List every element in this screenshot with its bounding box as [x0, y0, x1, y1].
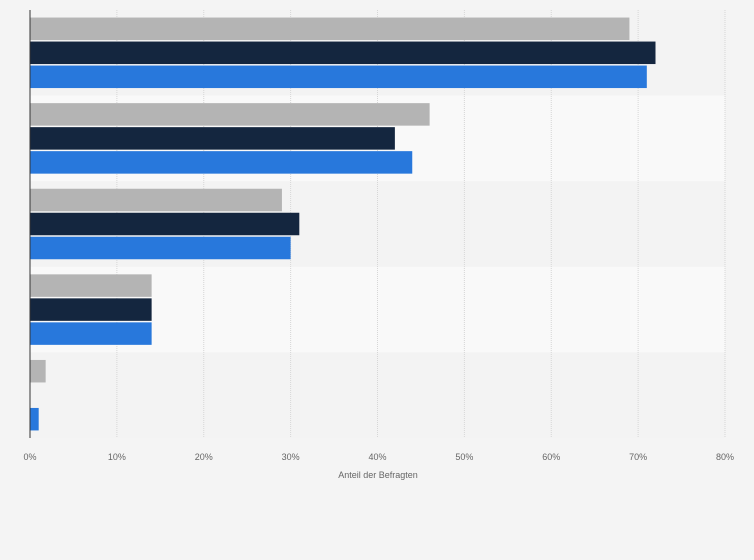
x-tick-label: 70% — [629, 452, 647, 462]
bar — [30, 212, 300, 236]
bar — [30, 236, 291, 260]
x-tick-label: 60% — [542, 452, 560, 462]
x-tick-label: 50% — [455, 452, 473, 462]
bar — [30, 65, 647, 89]
bar — [30, 188, 282, 212]
bar — [30, 103, 430, 126]
x-tick-label: 20% — [195, 452, 213, 462]
x-tick-label: 30% — [282, 452, 300, 462]
bar — [30, 322, 152, 345]
x-axis-title: Anteil der Befragten — [338, 470, 418, 480]
bar — [30, 359, 46, 383]
x-tick-label: 0% — [23, 452, 36, 462]
bar — [30, 298, 152, 321]
category-band — [30, 352, 725, 438]
x-tick-labels: 0% 10% 20% 30% 40% 50% 60% 70% 80% — [23, 452, 734, 462]
x-tick-label: 80% — [716, 452, 734, 462]
bar — [30, 407, 39, 431]
bar — [30, 151, 413, 174]
bar — [30, 17, 630, 41]
bar — [30, 127, 395, 150]
bars — [30, 17, 656, 431]
bar — [30, 274, 152, 297]
x-tick-label: 10% — [108, 452, 126, 462]
bar — [30, 41, 656, 65]
x-tick-label: 40% — [368, 452, 386, 462]
